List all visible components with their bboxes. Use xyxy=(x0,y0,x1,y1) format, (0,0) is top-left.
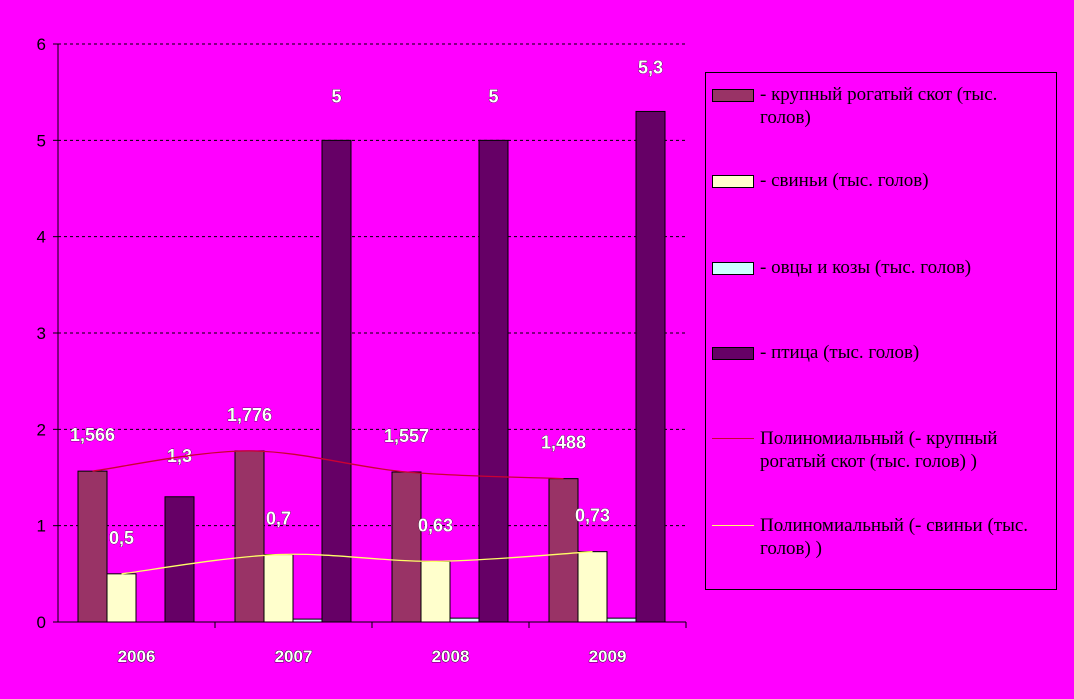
legend-swatch-cattle xyxy=(712,89,754,102)
legend-item-pigs: - свиньи (тыс. голов) xyxy=(712,169,1052,192)
bar-2006-series-3 xyxy=(164,496,195,623)
legend-label-trend-pigs: Полиномиальный (- свиньи (тыс. голов) ) xyxy=(760,515,1029,559)
y-tick-label-2: 2 xyxy=(37,420,46,439)
data-label-2009-series-0: 1,488 xyxy=(541,433,586,453)
legend-item-trend-pigs: Полиномиальный (- свиньи (тыс. голов) ) xyxy=(712,514,1052,560)
y-tick-label-0: 0 xyxy=(37,613,46,632)
bar-2006-series-0 xyxy=(77,470,108,623)
x-tick-label-2007: 2007 xyxy=(275,647,313,666)
data-label-2008-series-1: 0,63 xyxy=(418,515,453,535)
bar-2009-series-1 xyxy=(577,551,608,623)
legend-label-sheep-goats: - овцы и козы (тыс. голов) xyxy=(760,257,972,278)
y-tick-label-4: 4 xyxy=(37,228,46,247)
bar-2009-series-2 xyxy=(606,617,637,623)
y-tick-label-6: 6 xyxy=(37,35,46,54)
legend-line-trend-cattle xyxy=(712,438,754,439)
data-label-2006-series-1: 0,5 xyxy=(109,528,134,548)
bar-2007-series-2 xyxy=(292,618,323,623)
data-label-2006-series-3: 1,3 xyxy=(167,446,192,466)
y-tick-label-3: 3 xyxy=(37,324,46,343)
legend-item-trend-cattle: Полиномиальный (- крупный рогатый скот (… xyxy=(712,427,1052,473)
bar-chart: 0 1 2 3 4 5 6 2006 2007 2008 2009 1,566 0,5 1,3 1,776 0… xyxy=(37,35,687,666)
bar-2006-series-1 xyxy=(106,573,137,623)
y-tick-label-5: 5 xyxy=(37,131,46,150)
legend-line-trend-pigs xyxy=(712,525,754,526)
x-tick-label-2008: 2008 xyxy=(432,647,470,666)
x-tick-label-2009: 2009 xyxy=(589,647,627,666)
legend-swatch-poultry xyxy=(712,347,754,360)
legend: - крупный рогатый скот (тыс. голов) - св… xyxy=(705,72,1057,590)
legend-label-poultry: - птица (тыс. голов) xyxy=(760,342,920,363)
data-label-2007-series-3: 5 xyxy=(331,86,341,106)
bar-2007-series-0 xyxy=(234,450,265,623)
legend-label-trend-cattle: Полиномиальный (- крупный рогатый скот (… xyxy=(760,428,998,472)
data-label-2009-series-1: 0,73 xyxy=(575,506,610,526)
bar-2009-series-0 xyxy=(548,478,579,623)
bar-2009-series-3 xyxy=(635,110,666,623)
data-label-2007-series-1: 0,7 xyxy=(266,509,291,529)
data-label-2008-series-0: 1,557 xyxy=(384,426,429,446)
bar-2008-series-2 xyxy=(449,617,480,623)
trendline-0 xyxy=(92,450,564,480)
data-label-2008-series-3: 5 xyxy=(488,86,498,106)
y-tick-label-1: 1 xyxy=(37,517,46,536)
bar-2008-series-3 xyxy=(478,139,509,623)
legend-label-cattle: - крупный рогатый скот (тыс. голов) xyxy=(760,84,998,128)
bar-2008-series-1 xyxy=(420,560,451,623)
data-label-2007-series-0: 1,776 xyxy=(227,405,272,425)
legend-item-sheep-goats: - овцы и козы (тыс. голов) xyxy=(712,256,1052,279)
legend-label-pigs: - свиньи (тыс. голов) xyxy=(760,170,929,191)
legend-item-cattle: - крупный рогатый скот (тыс. голов) xyxy=(712,83,1052,129)
trendline-1 xyxy=(121,551,593,575)
bar-2007-series-3 xyxy=(321,139,352,623)
data-label-2009-series-3: 5,3 xyxy=(638,57,663,77)
legend-item-poultry: - птица (тыс. голов) xyxy=(712,341,1052,364)
legend-swatch-pigs xyxy=(712,175,754,188)
x-tick-label-2006: 2006 xyxy=(118,647,156,666)
bar-2008-series-0 xyxy=(391,471,422,623)
data-label-2006-series-0: 1,566 xyxy=(70,425,115,445)
bar-2007-series-1 xyxy=(263,554,294,623)
legend-swatch-sheep-goats xyxy=(712,262,754,275)
